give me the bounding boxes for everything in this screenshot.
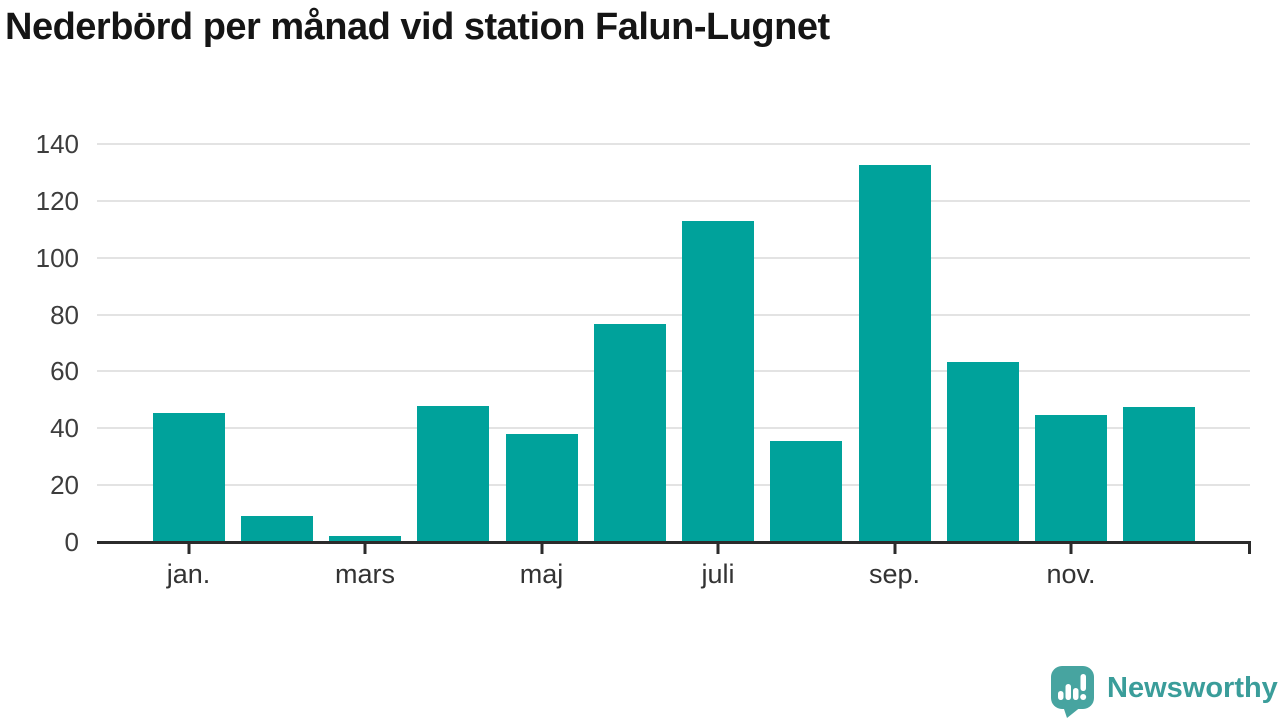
bar (329, 536, 401, 542)
gridline (97, 199, 1250, 202)
y-axis-tick-label: 0 (64, 527, 79, 557)
bar (770, 441, 843, 542)
y-axis-tick-label: 20 (50, 470, 79, 501)
x-axis-end-cap (1248, 541, 1251, 554)
x-axis-tick-label: juli (701, 559, 735, 589)
x-axis-tick (363, 544, 367, 554)
y-axis-tick-label: 120 (35, 185, 79, 216)
x-axis-line (97, 541, 1250, 544)
newsworthy-wordmark: Newsworthy (1107, 672, 1278, 704)
x-axis-tick (893, 544, 896, 554)
bar (1123, 407, 1196, 542)
y-axis-tick-label: 60 (50, 356, 79, 387)
bar (1035, 414, 1107, 542)
x-axis-tick-label: nov. (1046, 559, 1096, 589)
gridline (97, 370, 1250, 373)
bar (152, 412, 225, 542)
bar (858, 165, 931, 542)
x-axis-tick (1069, 544, 1073, 554)
y-axis-tick-label: 40 (50, 413, 79, 444)
x-axis-tick (187, 544, 190, 554)
bar (417, 406, 490, 542)
newsworthy-logo: Newsworthy (1050, 666, 1278, 718)
x-axis-tick-label: mars (335, 559, 395, 589)
x-axis-tick-label: sep. (868, 559, 921, 589)
gridline (97, 313, 1250, 316)
x-axis-tick (716, 544, 720, 554)
x-axis-tick (540, 544, 543, 554)
bar (682, 220, 754, 542)
gridline (97, 256, 1250, 259)
bar (505, 434, 578, 542)
gridline (97, 143, 1250, 145)
y-axis-tick-label: 140 (35, 129, 79, 159)
y-axis-tick-label: 100 (35, 242, 79, 273)
gridline (97, 484, 1250, 487)
plot-area: 0 20 40 60 80 100 120 140 jan. mars maj juli sep. nov… (36, 130, 1251, 589)
x-axis-tick-label: jan. (166, 559, 211, 589)
gridline (97, 427, 1250, 430)
chart-title: Nederbörd per månad vid station Falun-Lu… (5, 6, 830, 48)
bar (946, 362, 1019, 542)
bar (593, 324, 666, 542)
x-axis-tick-label: maj (519, 559, 564, 589)
newsworthy-bar-chart-bubble-icon (1051, 666, 1094, 718)
y-axis-tick-label: 80 (50, 299, 79, 330)
bar (240, 516, 313, 542)
